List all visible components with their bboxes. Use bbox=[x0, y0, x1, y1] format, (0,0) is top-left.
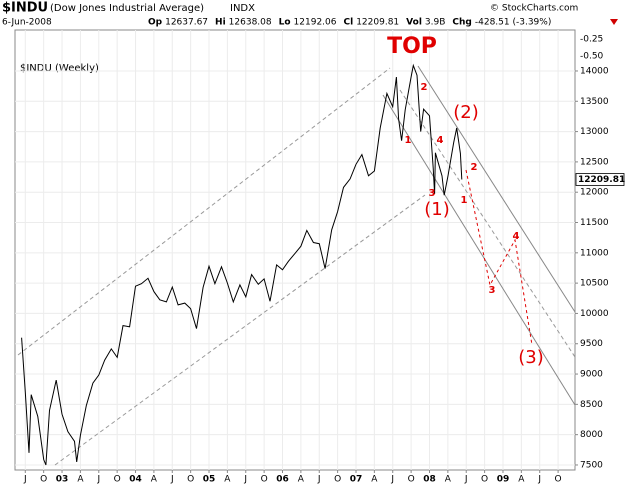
x-tick-label: O bbox=[334, 475, 341, 485]
x-tick-label: A bbox=[445, 475, 452, 485]
x-tick-label: O bbox=[40, 475, 47, 485]
symbol: $INDU bbox=[2, 1, 48, 16]
copyright: © StockCharts.com bbox=[490, 4, 578, 14]
y-tick-label: 8500 bbox=[580, 400, 603, 410]
x-tick-label: A bbox=[77, 475, 84, 485]
last-value-box bbox=[575, 173, 625, 186]
x-tick-label: 05 bbox=[203, 475, 216, 485]
x-tick-label: 03 bbox=[56, 475, 69, 485]
x-tick-label: J bbox=[243, 475, 247, 485]
plot-frame bbox=[14, 29, 576, 471]
channel-line bbox=[17, 67, 391, 356]
y-tick-label: 13500 bbox=[580, 97, 609, 107]
y-tick-label: 14000 bbox=[580, 66, 609, 76]
x-tick-label: J bbox=[170, 475, 174, 485]
x-tick-label: J bbox=[390, 475, 394, 485]
wave-label: 3 bbox=[489, 285, 496, 296]
y-tick-label: 11000 bbox=[580, 248, 609, 258]
wave-label: (3) bbox=[518, 347, 544, 368]
stat-label: Vol bbox=[406, 18, 422, 28]
stats: Op 12637.67 Hi 12638.08 Lo 12192.06 Cl 12209.81… bbox=[148, 18, 551, 28]
stat-value: -428.51 (-3.39%) bbox=[475, 18, 551, 28]
price-line bbox=[21, 63, 463, 466]
channel-lines bbox=[17, 65, 576, 466]
x-tick-label: A bbox=[371, 475, 378, 485]
x-tick-label: O bbox=[555, 475, 562, 485]
x-tick-label: O bbox=[408, 475, 415, 485]
y-tick-label: 8000 bbox=[580, 430, 603, 440]
projection-line bbox=[465, 169, 533, 346]
y-tick-label: 9500 bbox=[580, 339, 603, 349]
x-tick-label: 06 bbox=[276, 475, 289, 485]
y-tick-label: 13000 bbox=[580, 127, 609, 137]
stat-label: Op bbox=[148, 18, 163, 28]
x-tick-label: J bbox=[317, 475, 321, 485]
down-arrow bbox=[610, 19, 618, 25]
x-tick-label: O bbox=[481, 475, 488, 485]
stat-label: Hi bbox=[215, 18, 226, 28]
legend-label: $INDU (Weekly) bbox=[20, 63, 99, 74]
stat-label: Chg bbox=[452, 18, 471, 28]
stat-value: 3.9B bbox=[425, 18, 446, 28]
wave-label: 1 bbox=[405, 135, 412, 146]
y-tick-label: 12500 bbox=[580, 157, 609, 167]
wave-label: 4 bbox=[437, 135, 444, 146]
channel-line bbox=[399, 89, 576, 358]
x-tick-label: 09 bbox=[497, 475, 510, 485]
wave-label: 4 bbox=[513, 231, 520, 242]
top-label: TOP bbox=[387, 34, 437, 59]
y-tick-label: 11500 bbox=[580, 218, 609, 228]
x-tick-label: J bbox=[23, 475, 27, 485]
stat-label: Cl bbox=[344, 18, 354, 28]
wave-label: 2 bbox=[421, 82, 428, 93]
wave-label: 3 bbox=[429, 188, 436, 199]
y-tick-label: 12000 bbox=[580, 188, 609, 198]
y-tick-label: 7500 bbox=[580, 460, 603, 470]
stat-value: 12638.08 bbox=[229, 18, 272, 28]
x-tick-label: O bbox=[187, 475, 194, 485]
wave-label: (2) bbox=[453, 102, 479, 123]
x-tick-label: O bbox=[261, 475, 268, 485]
x-tick-label: J bbox=[464, 475, 468, 485]
wave-label: 2 bbox=[471, 162, 478, 173]
stat-value: 12637.67 bbox=[165, 18, 208, 28]
last-value-label: 12209.81 bbox=[578, 175, 625, 185]
channel-line bbox=[382, 94, 576, 406]
x-tick-label: A bbox=[298, 475, 305, 485]
x-tick-label: A bbox=[518, 475, 525, 485]
channel-line bbox=[54, 194, 426, 466]
x-tick-label: J bbox=[537, 475, 541, 485]
y-extra-label: -0.50 bbox=[580, 52, 604, 62]
x-tick-label: 04 bbox=[129, 475, 142, 485]
wave-label: 1 bbox=[461, 195, 468, 206]
x-tick-label: O bbox=[114, 475, 121, 485]
x-tick-label: A bbox=[151, 475, 158, 485]
exchange: INDX bbox=[230, 3, 255, 14]
x-tick-label: A bbox=[224, 475, 231, 485]
security-name: (Dow Jones Industrial Average) bbox=[50, 3, 204, 14]
wave-label: (1) bbox=[424, 199, 450, 220]
date: 6-Jun-2008 bbox=[2, 18, 52, 28]
stat-value: 12209.81 bbox=[356, 18, 399, 28]
y-tick-label: 10500 bbox=[580, 279, 609, 289]
y-tick-label: 10000 bbox=[580, 309, 609, 319]
stat-value: 12192.06 bbox=[294, 18, 337, 28]
channel-line bbox=[417, 65, 576, 313]
y-tick-label: 9000 bbox=[580, 370, 603, 380]
x-tick-label: 07 bbox=[350, 475, 363, 485]
x-tick-label: 08 bbox=[423, 475, 436, 485]
x-tick-label: J bbox=[96, 475, 100, 485]
stat-label: Lo bbox=[279, 18, 291, 28]
y-extra-label: -0.25 bbox=[580, 35, 603, 45]
